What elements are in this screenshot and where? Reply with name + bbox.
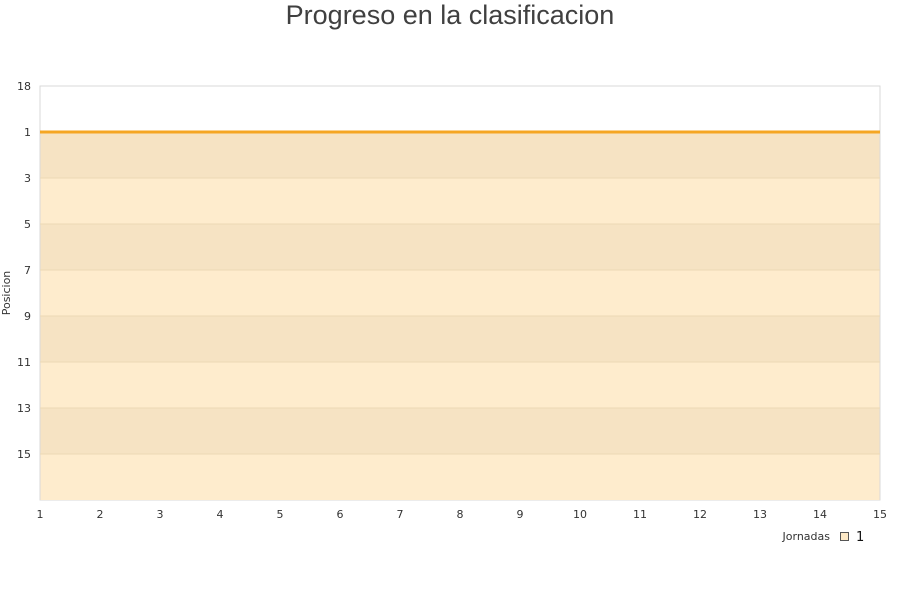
y-tick-label: 1 xyxy=(24,126,31,139)
x-tick-label: 7 xyxy=(397,508,404,521)
y-tick-label: 13 xyxy=(17,402,31,415)
band xyxy=(40,270,880,316)
band xyxy=(40,454,880,500)
y-tick-label: 9 xyxy=(24,310,31,323)
y-axis-label: Posicion xyxy=(0,271,13,316)
x-tick-label: 13 xyxy=(753,508,767,521)
x-tick-label: 11 xyxy=(633,508,647,521)
x-tick-label: 10 xyxy=(573,508,587,521)
x-tick-label: 6 xyxy=(337,508,344,521)
y-tick-label: 3 xyxy=(24,172,31,185)
x-tick-label: 9 xyxy=(517,508,524,521)
legend-label: 1 xyxy=(856,530,864,545)
band xyxy=(40,316,880,362)
band xyxy=(40,132,880,178)
legend-swatch xyxy=(840,532,849,541)
y-tick-label: 7 xyxy=(24,264,31,277)
x-tick-label: 2 xyxy=(97,508,104,521)
x-tick-label: 14 xyxy=(813,508,827,521)
chart-title: Progreso en la clasificacion xyxy=(285,0,615,30)
band xyxy=(40,178,880,224)
band xyxy=(40,408,880,454)
band xyxy=(40,362,880,408)
x-tick-label: 1 xyxy=(37,508,44,521)
x-tick-label: 12 xyxy=(693,508,707,521)
x-axis-label: Jornadas xyxy=(782,530,831,543)
y-tick-label: 5 xyxy=(24,218,31,231)
y-tick-label: 15 xyxy=(17,448,31,461)
x-tick-label: 5 xyxy=(277,508,284,521)
x-tick-label: 8 xyxy=(457,508,464,521)
y-tick-label: 11 xyxy=(17,356,31,369)
y-tick-label: 18 xyxy=(17,80,31,93)
x-tick-label: 3 xyxy=(157,508,164,521)
x-tick-label: 15 xyxy=(873,508,887,521)
x-tick-label: 4 xyxy=(217,508,224,521)
band xyxy=(40,224,880,270)
